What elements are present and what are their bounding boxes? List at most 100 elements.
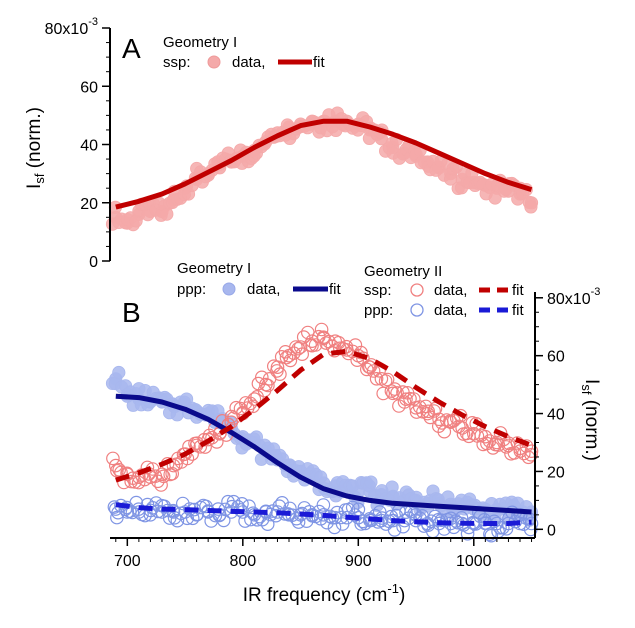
data-point xyxy=(176,496,190,511)
data-point xyxy=(327,520,342,535)
data-point xyxy=(125,505,140,520)
panel-b-x-ticks: 700 800 900 1000 xyxy=(114,538,533,570)
panel-b-label: B xyxy=(122,297,141,328)
panel-b-y-label: Isf (norm.) xyxy=(579,379,602,461)
data-point xyxy=(160,207,174,221)
y-tick-label: 20 xyxy=(547,464,565,481)
data-point xyxy=(140,460,155,475)
data-point xyxy=(166,458,181,473)
series-ssp-geometry-ii-data xyxy=(106,322,539,492)
legend-b2-group: Geometry II xyxy=(364,263,442,280)
data-point xyxy=(244,512,258,527)
y-tick-label: 60 xyxy=(547,349,565,366)
series-fit-ssp-geometry-ii xyxy=(115,348,533,483)
data-point xyxy=(308,338,323,352)
panel-b-y-ticks: 0 20 40 60 80x10-3 xyxy=(535,286,600,539)
x-tick-label: 800 xyxy=(229,553,256,570)
legend-b2-ssp-data-label: data, xyxy=(434,282,467,299)
data-point xyxy=(110,510,124,525)
data-point xyxy=(524,200,538,214)
panel-a-label: A xyxy=(122,33,141,64)
data-point xyxy=(524,444,539,458)
panel-a-legend: Geometry I ssp: data, fit xyxy=(163,34,326,71)
y-tick-label: 40 xyxy=(80,138,98,155)
data-point xyxy=(162,511,177,525)
data-point xyxy=(459,426,474,441)
data-point xyxy=(507,446,522,460)
data-point xyxy=(336,341,350,356)
data-point xyxy=(260,517,275,531)
panel-a-series xyxy=(105,106,539,232)
legend-b1-data-marker xyxy=(222,282,236,296)
data-point xyxy=(165,466,179,481)
data-point xyxy=(109,458,123,473)
panel-b-legend-geometry-2: Geometry II ssp: data, fit ppp: data, fi… xyxy=(364,263,525,319)
panel-b-series xyxy=(105,322,539,543)
data-point xyxy=(427,404,441,418)
x-tick-label: 900 xyxy=(345,553,372,570)
data-point xyxy=(286,346,301,360)
data-point xyxy=(314,470,328,484)
data-point xyxy=(129,495,144,510)
data-point xyxy=(345,500,360,515)
data-point xyxy=(446,520,461,535)
legend-b1-pol: ppp: xyxy=(177,281,206,298)
data-point xyxy=(295,347,309,361)
data-point xyxy=(156,469,171,484)
data-point xyxy=(488,191,502,205)
panel-a: 0 20 40 60 80x10-3 A Isf (norm.) Geometry I … xyxy=(24,16,539,271)
data-point xyxy=(314,322,329,337)
data-point xyxy=(291,515,306,529)
data-point xyxy=(124,474,138,489)
data-point xyxy=(371,515,385,529)
data-point xyxy=(483,527,497,541)
y-tick-label: 80x10-3 xyxy=(547,286,600,308)
data-point xyxy=(112,462,126,477)
data-point xyxy=(434,513,449,527)
legend-b2-ppp-data-label: data, xyxy=(434,302,467,319)
panel-a-y-label: Isf (norm.) xyxy=(24,107,47,189)
legend-a-data-label: data, xyxy=(232,54,265,71)
data-point xyxy=(345,344,360,359)
data-point xyxy=(392,399,406,413)
data-point xyxy=(524,447,538,462)
data-point xyxy=(226,494,241,509)
legend-a-data-marker xyxy=(207,55,221,69)
data-point xyxy=(247,392,262,406)
data-point xyxy=(519,439,534,453)
data-point xyxy=(387,523,402,537)
series-fit-ppp-geometry-ii xyxy=(115,502,532,526)
data-point xyxy=(390,386,404,400)
data-point xyxy=(387,382,402,396)
legend-b2-ssp-fit-label: fit xyxy=(512,282,525,299)
data-point xyxy=(154,478,168,492)
legend-a-group: Geometry I xyxy=(163,34,237,51)
legend-b2-ssp-data-marker xyxy=(410,283,424,297)
data-point xyxy=(242,499,256,513)
legend-b2-ppp-data-marker xyxy=(410,303,424,317)
y-tick-label: 0 xyxy=(547,522,556,539)
series-fit-ppp-geometry-i xyxy=(115,393,532,515)
data-point xyxy=(376,386,390,401)
data-point xyxy=(289,511,304,526)
data-point xyxy=(369,371,384,386)
legend-b2-ssp-pol: ssp: xyxy=(364,282,392,299)
y-tick-label: 0 xyxy=(89,254,98,271)
data-point xyxy=(216,513,231,528)
x-tick-label: 1000 xyxy=(456,553,492,570)
data-point xyxy=(451,419,466,434)
data-point xyxy=(157,499,172,514)
data-point xyxy=(477,512,492,527)
data-point xyxy=(421,404,435,419)
data-point xyxy=(366,364,381,378)
data-point xyxy=(364,475,378,489)
x-tick-label: 700 xyxy=(114,553,141,570)
panel-b-x-label: IR frequency (cm-1) xyxy=(243,581,406,606)
data-point xyxy=(368,508,383,523)
data-point xyxy=(335,517,350,531)
data-point xyxy=(273,367,287,381)
series-fit-ssp-geometry-i xyxy=(115,118,533,210)
data-point xyxy=(170,513,185,528)
data-point xyxy=(205,430,219,445)
legend-a-fit-label: fit xyxy=(313,54,326,71)
